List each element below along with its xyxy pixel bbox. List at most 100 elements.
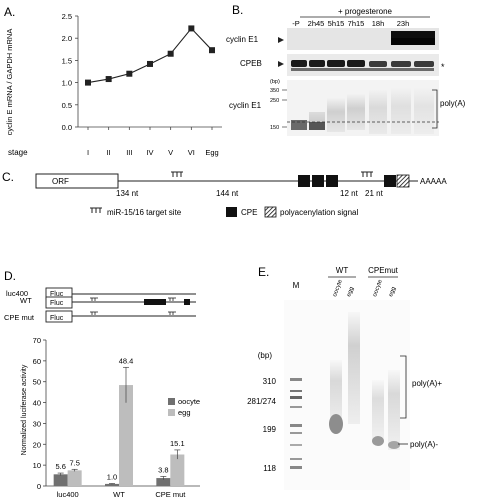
- lane-labels-b: -P 2h45 5h15 7h15 18h 23h: [292, 19, 409, 28]
- y-tick-label-d: 60: [33, 357, 41, 366]
- data-point-a: [105, 76, 112, 83]
- bar-value-label: 15.1: [170, 439, 185, 448]
- legend-mirna-symbol: [90, 207, 102, 213]
- construct-luc400: luc400 Fluc: [6, 287, 196, 300]
- construct-label-cpemut: CPE mut: [4, 313, 35, 322]
- y-tick-label-d: 70: [33, 336, 41, 345]
- legend-label-egg: egg: [178, 408, 191, 417]
- legend-pas-symbol: [264, 206, 277, 218]
- x-tick-label-a: VI: [188, 148, 195, 157]
- lane-e-cpemut-egg: egg: [388, 286, 397, 297]
- bar-oocyte: [53, 474, 68, 486]
- spacer-144nt: 144 nt: [216, 189, 239, 198]
- panel-a-ylabel: cyclin E mRNA / GAPDH mRNA: [5, 29, 14, 136]
- bar-value-label: 48.4: [119, 356, 134, 365]
- y-tick-label-d: 40: [33, 399, 41, 408]
- bar-value-label: 3.8: [158, 465, 168, 474]
- panel-d-letter: D.: [4, 269, 16, 283]
- legend-label-oocyte: oocyte: [178, 397, 200, 406]
- polyA-plus-bracket: [400, 355, 407, 419]
- cpe-box-4: [384, 175, 396, 187]
- fluc-label-3: Fluc: [50, 315, 64, 322]
- data-point-a: [188, 25, 195, 32]
- lane-e-wt-oocyte: oocyte: [332, 278, 344, 297]
- y-tick-label-d: 0: [37, 482, 41, 491]
- bp-label-e: (bp): [258, 351, 273, 360]
- bar-oocyte: [105, 483, 119, 486]
- mirna-site-2: [361, 171, 373, 177]
- chart-a: 0.00.51.01.52.02.5I II III IV V VI Egg: [62, 12, 222, 157]
- spacer-12nt: 12 nt: [340, 189, 359, 198]
- legend-swatch-oocyte: [168, 398, 175, 405]
- bar-egg: [170, 454, 185, 486]
- panel-a: A. cyclin E mRNA / GAPDH mRNA 0.0 0.5 1.0 1…: [4, 5, 222, 157]
- construct-cpe-mut: CPE mut Fluc: [4, 310, 196, 323]
- y-tick-label-a: 0.0: [62, 123, 72, 132]
- bar-value-label: 5.6: [55, 462, 65, 471]
- construct-wt: WT Fluc: [20, 296, 196, 309]
- panel-c: C. ORF AAAAA 134 nt 144 nt 12 nt 21 nt: [2, 170, 447, 218]
- polyA-label-b: poly(A): [440, 99, 466, 108]
- y-tick-label-a: 0.5: [62, 101, 72, 110]
- lane-label-b: 23h: [397, 19, 410, 28]
- row-label-cyclinE1: cyclin E1: [226, 35, 259, 44]
- treatment-label: + progesterone: [338, 7, 393, 16]
- marker-lane-label: M: [293, 281, 300, 290]
- cpe-box-3: [326, 175, 338, 187]
- spacer-21nt: 21 nt: [365, 189, 384, 198]
- x-tick-label-d: CPE mut: [155, 490, 186, 499]
- bar-egg: [119, 385, 133, 486]
- y-tick-label-d: 30: [33, 419, 41, 428]
- data-point-a: [147, 60, 153, 67]
- lane-e-wt-egg: egg: [346, 286, 355, 297]
- legend-cpe-label: CPE: [241, 208, 257, 217]
- bar-value-label: 1.0: [107, 472, 117, 481]
- arrowhead-cyclinE1: [278, 37, 284, 43]
- cpeb-bands: [291, 60, 434, 71]
- lane-e-cpemut-oocyte: oocyte: [372, 278, 384, 297]
- series-line-a: [87, 27, 213, 84]
- mirna-site-1: [171, 171, 183, 177]
- chart-d: 0 10 20 30 40 50 60 70 5.6 7.5 luc400 1.0 48.4 WT 3.8 1…: [33, 336, 200, 499]
- lane-label-b: 7h15: [348, 19, 365, 28]
- construct-label-wt: WT: [20, 296, 32, 305]
- bp-tick-350: 350: [270, 88, 279, 94]
- bar-value-label: 7.5: [69, 458, 79, 467]
- lane-label-b: -P: [292, 19, 300, 28]
- x-tick-label-a: IV: [146, 148, 153, 157]
- row-label-pat: cyclin E1: [229, 101, 262, 110]
- data-point-a: [209, 47, 215, 54]
- polyA-plus-label: poly(A)+: [412, 379, 442, 388]
- panel-b: B. + progesterone -P 2h45 5h15 7h15 18h 23h c…: [226, 3, 466, 136]
- row-label-cpeb: CPEB: [240, 59, 262, 68]
- x-tick-label-d: WT: [113, 490, 125, 499]
- bp-tick-199: 199: [263, 425, 277, 434]
- construct-label-luc400: luc400: [6, 289, 28, 298]
- bp-tick-150: 150: [270, 125, 279, 131]
- legend-pas-label: polyacenylation signal: [280, 208, 358, 217]
- x-tick-label-a: V: [168, 148, 173, 157]
- polyA-minus-label: poly(A)-: [410, 440, 438, 449]
- marker-ladder: [290, 378, 302, 469]
- pat-smears: [291, 88, 434, 134]
- cpe-box-1: [298, 175, 310, 187]
- legend-cpe-symbol: [226, 207, 237, 217]
- data-point-a: [167, 50, 174, 57]
- y-tick-label-d: 20: [33, 440, 41, 449]
- legend-swatch-egg: [168, 409, 175, 416]
- orf-label: ORF: [52, 177, 69, 186]
- x-tick-label-a: II: [107, 148, 111, 157]
- x-tick-label-a: III: [126, 148, 132, 157]
- polyA-bracket: [432, 89, 438, 129]
- orf-box: [35, 173, 119, 189]
- arrowhead-cpeb: [278, 61, 284, 67]
- panel-d: D. luc400 Fluc WT Fluc CPE mut Fluc Nor: [4, 269, 200, 499]
- panel-a-letter: A.: [4, 5, 15, 19]
- panel-e: E. M WT CPEmut oocyte egg oocyte egg: [247, 265, 442, 490]
- bp-tick-281-274: 281/274: [247, 397, 276, 406]
- fluc-label-1: Fluc: [50, 291, 64, 298]
- bp-tick-118: 118: [263, 464, 276, 473]
- lane-label-b: 2h45: [308, 19, 325, 28]
- bar-oocyte: [156, 478, 171, 486]
